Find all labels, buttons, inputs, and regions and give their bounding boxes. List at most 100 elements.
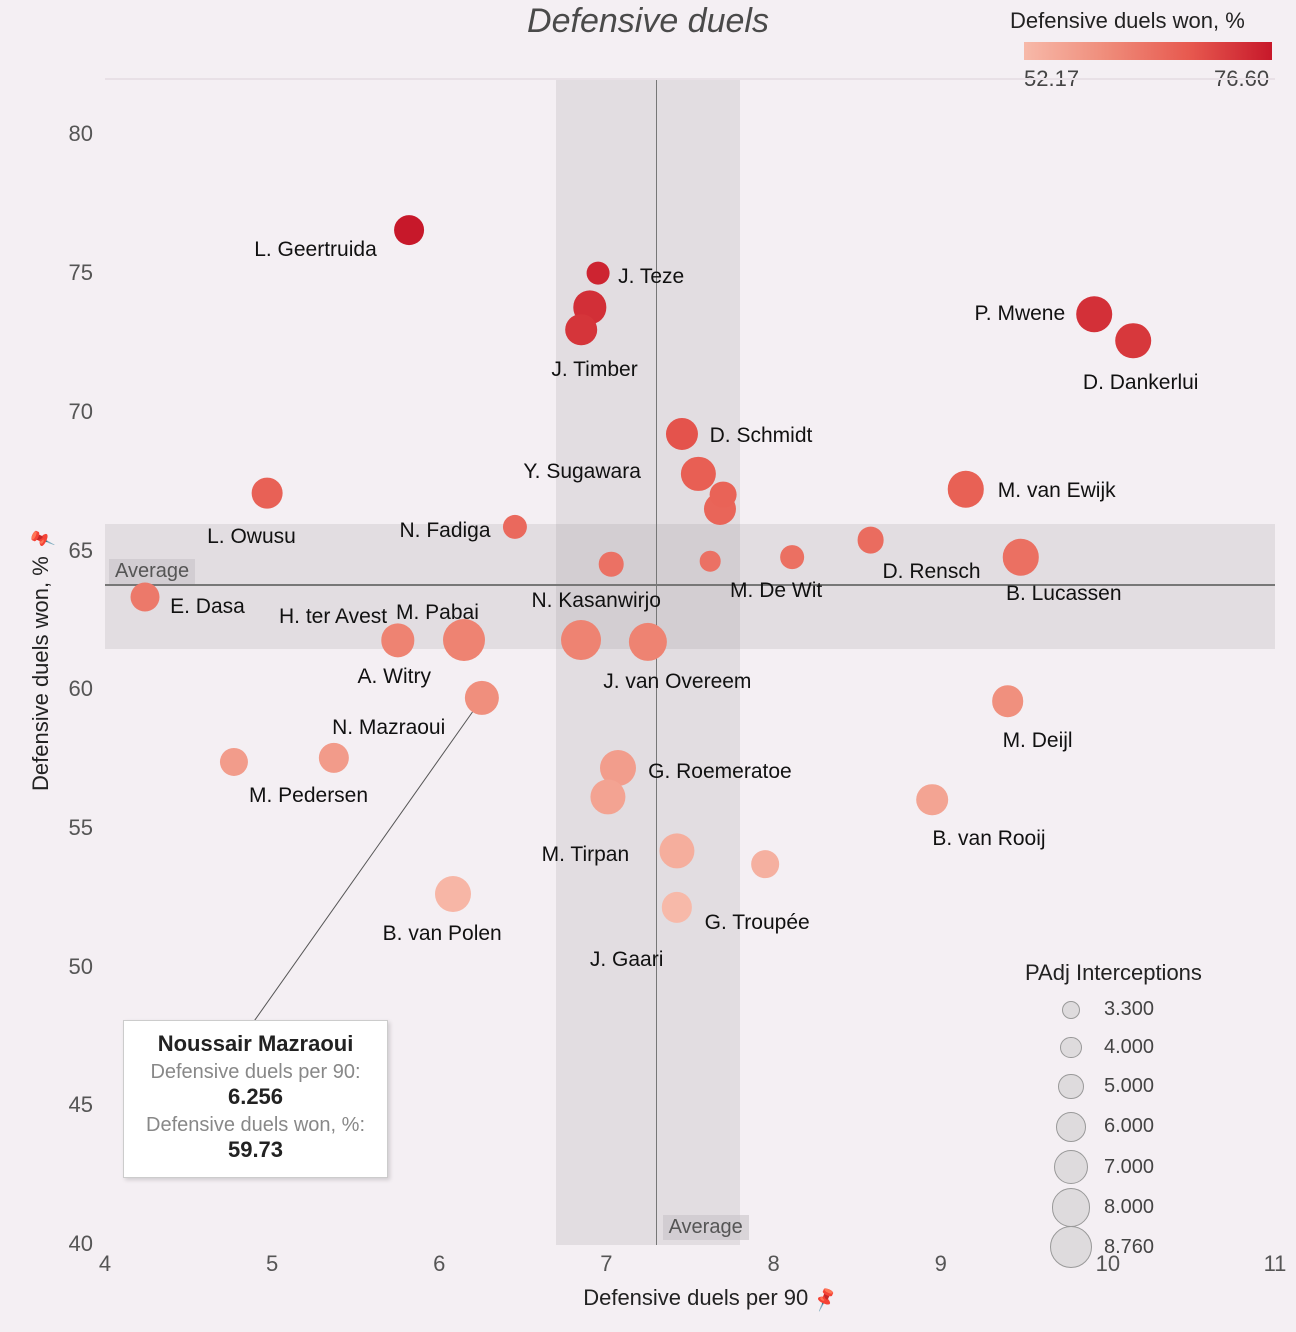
color-legend-title: Defensive duels won, % — [1010, 8, 1245, 34]
data-point-label: N. Fadiga — [400, 519, 491, 543]
data-point[interactable] — [659, 834, 694, 869]
size-legend-label: 8.760 — [1104, 1236, 1154, 1259]
data-point-label: G. Troupée — [705, 911, 810, 935]
data-point[interactable] — [666, 418, 698, 450]
data-point-label: B. van Rooij — [932, 827, 1045, 851]
size-legend-label: 4.000 — [1104, 1036, 1154, 1059]
data-point[interactable] — [780, 545, 804, 569]
size-legend-circle — [1050, 1226, 1092, 1268]
data-point[interactable] — [857, 527, 884, 554]
data-point-label: G. Roemeratoe — [648, 760, 792, 784]
tooltip-player-name: Noussair Mazraoui — [146, 1031, 365, 1057]
pin-icon: 📌 — [811, 1286, 839, 1313]
data-point[interactable] — [252, 478, 283, 509]
data-point[interactable] — [465, 681, 499, 715]
data-point[interactable] — [394, 215, 424, 245]
x-axis-label: Defensive duels per 90 📌 — [550, 1285, 870, 1311]
data-point[interactable] — [992, 686, 1024, 718]
x-tick: 6 — [419, 1251, 459, 1277]
data-point-label: P. Mwene — [974, 302, 1065, 326]
x-tick: 4 — [85, 1251, 125, 1277]
x-axis-label-text: Defensive duels per 90 — [583, 1285, 808, 1310]
color-legend-bar — [1024, 42, 1272, 60]
data-point-label: N. Kasanwirjo — [531, 589, 661, 613]
tooltip: Noussair Mazraoui Defensive duels per 90… — [123, 1020, 388, 1178]
size-legend-item: 6.000 — [1048, 1112, 1154, 1142]
pin-icon: 📌 — [29, 524, 56, 552]
avg-band-vertical — [556, 80, 740, 1245]
data-point[interactable] — [599, 552, 624, 577]
data-point-label: J. Gaari — [590, 948, 664, 972]
data-point[interactable] — [381, 624, 414, 657]
x-tick: 9 — [921, 1251, 961, 1277]
y-tick: 80 — [43, 121, 93, 147]
size-legend-label: 3.300 — [1104, 998, 1154, 1021]
data-point-label: J. van Overeem — [603, 670, 751, 694]
data-point[interactable] — [710, 481, 737, 508]
size-legend-circle — [1062, 1001, 1080, 1019]
data-point-label: D. Rensch — [883, 560, 981, 584]
data-point-label: L. Geertruida — [254, 238, 377, 262]
x-tick: 5 — [252, 1251, 292, 1277]
tooltip-metric1-label: Defensive duels per 90: — [146, 1061, 365, 1084]
data-point-label: L. Owusu — [207, 525, 296, 549]
avg-label-y: Average — [109, 559, 195, 584]
data-point[interactable] — [131, 583, 160, 612]
size-legend-label: 7.000 — [1104, 1156, 1154, 1179]
size-legend-circle — [1054, 1150, 1088, 1184]
data-point-label: N. Mazraoui — [332, 716, 445, 740]
data-point[interactable] — [1115, 323, 1151, 359]
data-point-label: M. van Ewijk — [998, 479, 1116, 503]
data-point[interactable] — [700, 551, 721, 572]
data-point[interactable] — [917, 784, 949, 816]
size-legend-circle — [1052, 1188, 1091, 1227]
x-tick: 11 — [1255, 1251, 1295, 1277]
size-legend-item: 3.300 — [1048, 998, 1154, 1021]
tooltip-metric2-label: Defensive duels won, %: — [146, 1114, 365, 1137]
y-tick: 55 — [43, 815, 93, 841]
data-point-label: E. Dasa — [170, 595, 245, 619]
size-legend-title: PAdj Interceptions — [1025, 960, 1202, 986]
size-legend-label: 5.000 — [1104, 1075, 1154, 1098]
data-point-label: B. van Polen — [383, 922, 502, 946]
size-legend-item: 5.000 — [1048, 1074, 1154, 1099]
data-point[interactable] — [443, 619, 485, 661]
data-point-label: Y. Sugawara — [523, 460, 641, 484]
data-point-label: H. ter Avest — [279, 605, 387, 629]
y-axis-label-text: Defensive duels won, % — [28, 556, 53, 791]
x-tick: 7 — [586, 1251, 626, 1277]
data-point-label: B. Lucassen — [1006, 582, 1122, 606]
data-point[interactable] — [566, 314, 598, 346]
data-point[interactable] — [591, 779, 626, 814]
avg-label-x: Average — [663, 1215, 749, 1240]
data-point[interactable] — [587, 261, 610, 284]
x-tick: 8 — [754, 1251, 794, 1277]
size-legend-item: 8.000 — [1048, 1188, 1154, 1227]
data-point[interactable] — [435, 876, 471, 912]
y-tick: 50 — [43, 954, 93, 980]
data-point[interactable] — [220, 748, 248, 776]
data-point[interactable] — [948, 471, 984, 507]
y-tick: 45 — [43, 1092, 93, 1118]
tooltip-callout-line — [253, 698, 483, 1023]
data-point-label: A. Witry — [358, 665, 432, 689]
data-point[interactable] — [751, 850, 779, 878]
y-axis-label: Defensive duels won, % 📌 — [28, 527, 54, 790]
data-point-label: M. Deijl — [1003, 729, 1073, 753]
scatter-chart: Defensive duels Defensive duels won, % 5… — [0, 0, 1296, 1332]
y-tick: 70 — [43, 399, 93, 425]
data-point-label: D. Schmidt — [710, 424, 813, 448]
data-point[interactable] — [319, 743, 349, 773]
data-point-label: J. Teze — [618, 265, 684, 289]
data-point[interactable] — [1077, 297, 1113, 333]
size-legend-item: 8.760 — [1048, 1226, 1154, 1268]
tooltip-metric1-value: 6.256 — [146, 1084, 365, 1110]
size-legend-item: 4.000 — [1048, 1036, 1154, 1059]
size-legend-circle — [1056, 1112, 1086, 1142]
data-point-label: M. Pedersen — [249, 784, 368, 808]
data-point-label: M. Tirpan — [542, 843, 630, 867]
data-point-label: D. Dankerlui — [1083, 371, 1199, 395]
data-point[interactable] — [561, 620, 601, 660]
tooltip-metric2-value: 59.73 — [146, 1137, 365, 1163]
size-legend-item: 7.000 — [1048, 1150, 1154, 1184]
